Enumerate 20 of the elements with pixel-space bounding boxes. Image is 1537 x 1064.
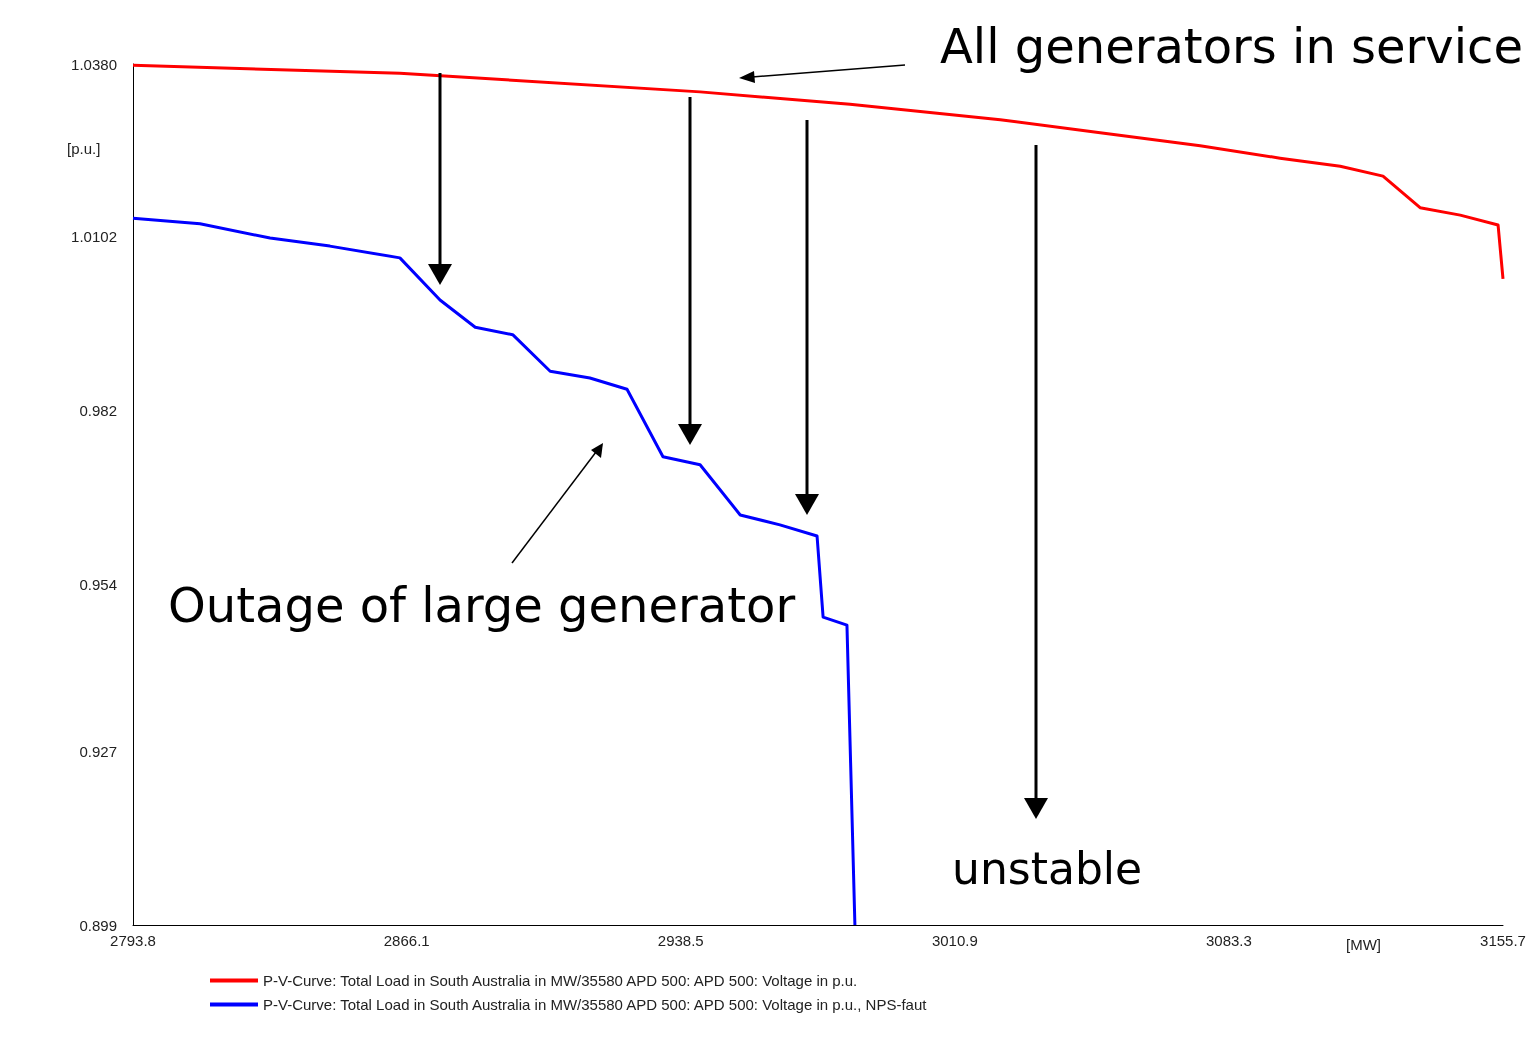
y-tick-label: 1.0380 [71,55,117,73]
y-tick-label: 0.899 [79,916,117,934]
legend-label: P-V-Curve: Total Load in South Australia in MW/35580 APD 500: APD 500: Voltage in p.u., NPS-faut [263,996,928,1013]
x-tick-label: 3083.3 [1205,932,1252,949]
y-tick-label: 0.954 [79,575,117,593]
annotation: All generators in service [940,18,1524,74]
y-tick-label: 1.0102 [71,227,117,245]
line-series [131,216,857,927]
x-tick-label: 3010.9 [931,932,978,949]
annotation: unstable [952,842,1143,894]
x-tick-label: 2938.5 [657,932,704,949]
y-tick-label: 0.982 [79,402,117,420]
x-tick-label: 2793.8 [110,932,156,949]
annotation: Outage of large generator [168,577,796,633]
x-tick-label: 3155.7 [1480,932,1526,949]
y-tick-label: 0.927 [79,743,117,761]
legend-label: P-V-Curve: Total Load in South Australia in MW/35580 APD 500: APD 500: Voltage in p.u. [263,972,858,989]
y-axis-title: [p.u.] [67,140,101,157]
x-tick-label: 2866.1 [383,932,430,949]
x-axis-title: [MW] [1346,936,1381,953]
